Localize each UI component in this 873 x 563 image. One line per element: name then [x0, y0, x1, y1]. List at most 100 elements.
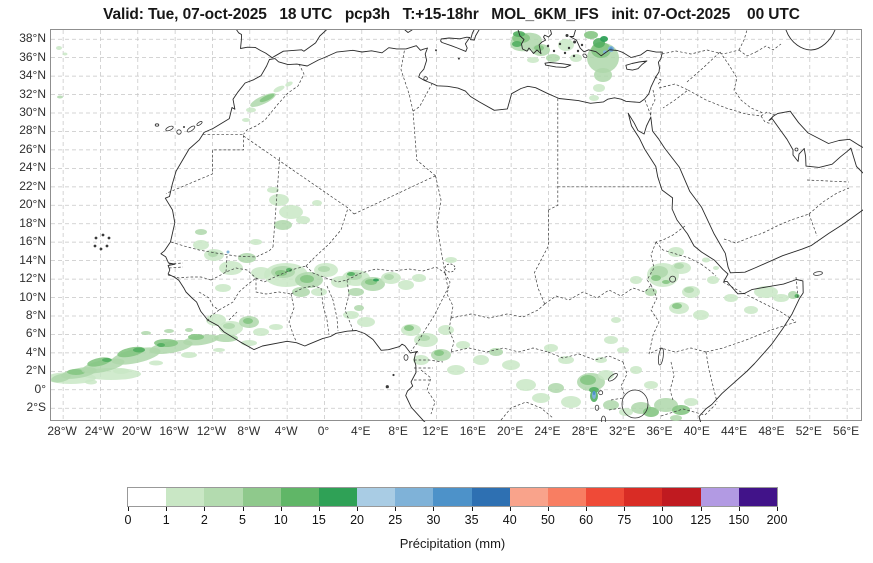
y-axis-tick-label: 36°N: [19, 49, 46, 64]
x-axis-tick-label: 44°E: [721, 424, 748, 438]
coast-sinai-arabia: [627, 113, 863, 274]
colorbar-tick: [586, 507, 588, 511]
lakes-layer: [444, 263, 676, 422]
colorbar-cell: [700, 488, 739, 506]
x-axis-tick-label: 4°W: [274, 424, 298, 438]
y-axis-tick-label: 38°N: [19, 31, 46, 46]
borders-central-africa: [414, 272, 652, 421]
colorbar-tick-label: 0: [124, 513, 132, 527]
y-axis-tick-label: 2°N: [25, 363, 46, 378]
precipitation-layer: [51, 31, 800, 421]
x-axis-tick-label: 32°E: [609, 424, 636, 438]
y-axis-tick-label: 24°N: [19, 160, 46, 175]
colorbar-tick: [128, 507, 129, 511]
colorbar-tick: [395, 507, 397, 511]
colorbar-tick: [509, 507, 511, 511]
grid-layer: [51, 30, 863, 422]
colorbar-tick-label: 2: [200, 513, 208, 527]
borders-west-africa: [167, 207, 449, 352]
colorbar-cell: [166, 488, 205, 506]
x-axis-tick-label: 12°W: [196, 424, 227, 438]
colorbar-tick: [318, 507, 320, 511]
x-axis-tick-label: 52°E: [795, 424, 822, 438]
colorbar-tick-label: 1: [162, 513, 170, 527]
colorbar-tick-label: 100: [652, 513, 673, 527]
y-axis-tick-label: 22°N: [19, 178, 46, 193]
lake-chad: [444, 263, 456, 273]
x-axis-tick-label: 16°E: [459, 424, 486, 438]
x-axis-tick-label: 40°E: [683, 424, 710, 438]
y-axis-tick-label: 16°N: [19, 234, 46, 249]
africa-map: [51, 30, 863, 422]
x-axis-tick-label: 20°E: [497, 424, 524, 438]
islands-layer: [93, 34, 823, 389]
y-axis-tick-label: 6°N: [25, 326, 46, 341]
y-axis-tick-label: 32°N: [19, 86, 46, 101]
colorbar-cell: [662, 488, 701, 506]
x-axis-tick-label: 24°E: [534, 424, 561, 438]
colorbar-cell: [128, 488, 167, 506]
x-axis-tick-label: 8°W: [237, 424, 261, 438]
y-axis-tick-label: 30°N: [19, 105, 46, 120]
colorbar-cell: [204, 488, 243, 506]
colorbar: [127, 487, 778, 507]
colorbar-tick-label: 20: [350, 513, 364, 527]
colorbar-cell: [738, 488, 777, 506]
colorbar-tick: [242, 507, 244, 511]
colorbar-tick-label: 200: [766, 513, 788, 527]
y-axis-tick-label: 0°: [34, 381, 46, 396]
colorbar-cell: [242, 488, 281, 506]
colorbar-tick: [777, 507, 778, 511]
coast-iberia: [236, 30, 327, 59]
x-axis-tick-label: 48°E: [758, 424, 785, 438]
lake-victoria: [621, 389, 649, 419]
colorbar-tick: [662, 507, 664, 511]
colorbar-tick-label: 15: [311, 513, 326, 527]
colorbar-tick: [204, 507, 206, 511]
map-plot-area: [50, 29, 863, 422]
colorbar-tick-label: 50: [540, 513, 555, 527]
colorbar-tick-label: 35: [464, 513, 479, 527]
colorbar-cell: [547, 488, 587, 506]
colorbar-cell: [280, 488, 319, 506]
colorbar-label: Précipitation (mm): [399, 536, 506, 551]
y-axis-tick-label: 28°N: [19, 123, 46, 138]
y-axis-tick-label: 20°N: [19, 197, 46, 212]
colorbar-cell: [357, 488, 396, 506]
colorbar-tick-label: 40: [502, 513, 517, 527]
coast-redsea-horn: [627, 113, 804, 422]
coast-sicily-italy: [404, 30, 480, 52]
colorbar-cell: [318, 488, 358, 506]
x-axis-tick-label: 4°E: [351, 424, 371, 438]
y-axis-tick-label: 14°N: [19, 252, 46, 267]
y-axis-tick-label: 34°N: [19, 68, 46, 83]
coast-persian-gulf: [768, 110, 863, 174]
coast-greece-crete-cyprus: [517, 30, 648, 71]
borders-middle-east: [644, 30, 850, 244]
coast-caspian: [785, 30, 836, 51]
colorbar-tick: [700, 507, 702, 511]
colorbar-cell: [433, 488, 472, 506]
colorbar-tick-label: 125: [690, 513, 712, 527]
colorbar-tick: [357, 507, 359, 511]
colorbar-tick-label: 30: [426, 513, 441, 527]
colorbar-tick: [547, 507, 549, 511]
coastline-layer: [160, 30, 863, 422]
border-layer: [165, 30, 850, 421]
y-axis-tick-label: 10°N: [19, 289, 46, 304]
y-axis-tick-label: 2°S: [26, 400, 46, 415]
y-axis-tick-label: 4°N: [25, 344, 46, 359]
y-axis-tick-label: 18°N: [19, 215, 46, 230]
x-axis-tick-label: 16°W: [159, 424, 189, 438]
x-axis-tick-label: 0°: [317, 424, 330, 438]
colorbar-cell: [586, 488, 625, 506]
colorbar-tick-label: 60: [579, 513, 594, 527]
colorbar-tick: [624, 507, 626, 511]
x-axis-tick-label: 28°W: [47, 424, 77, 438]
colorbar-tick-label: 75: [617, 513, 632, 527]
x-axis-tick-label: 24°W: [84, 424, 115, 438]
colorbar-cell: [395, 488, 434, 506]
figure-title: Valid: Tue, 07-oct-2025 18 UTC pcp3h T:+…: [103, 6, 800, 23]
borders-east-africa: [608, 225, 799, 417]
